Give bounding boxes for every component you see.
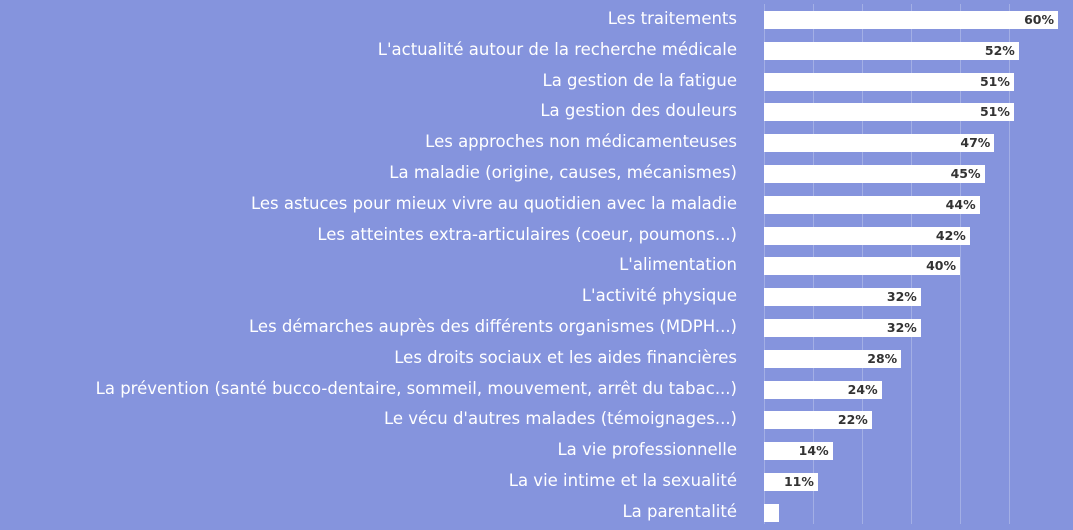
gridline <box>960 4 961 524</box>
value-label: 28% <box>867 350 898 366</box>
bar-row: La vie intime et la sexualité 11% <box>0 471 1073 491</box>
bar: 32% <box>764 319 921 337</box>
value-label: 40% <box>926 258 956 274</box>
bar-row: La parentalité <box>0 501 1073 522</box>
bar: 32% <box>764 288 921 307</box>
bar-row: Les astuces pour mieux vivre au quotidie… <box>0 193 1073 214</box>
value-label: 51% <box>979 73 1010 89</box>
category-label: Les approches non médicamenteuses <box>425 132 737 152</box>
bar-row: Les démarches auprès des différents orga… <box>0 317 1073 337</box>
category-label: L'alimentation <box>619 255 737 275</box>
category-label: L'activité physique <box>581 286 737 306</box>
value-label: 32% <box>886 320 917 335</box>
value-label: 51% <box>979 104 1010 120</box>
bar-row: Les approches non médicamenteuses 47% <box>0 132 1073 153</box>
bar: 51% <box>764 103 1014 122</box>
bar: 45% <box>764 165 985 183</box>
category-label: Les démarches auprès des différents orga… <box>249 317 737 336</box>
category-label: L'actualité autour de la recherche médic… <box>377 39 737 59</box>
bar-row: La gestion de la fatigue 51% <box>0 70 1073 91</box>
bar-row: L'actualité autour de la recherche médic… <box>0 39 1073 60</box>
bar-row: La prévention (santé bucco-dentaire, som… <box>0 378 1073 399</box>
value-label: 44% <box>945 196 976 212</box>
bar: 11% <box>764 473 818 491</box>
bar: 28% <box>764 349 902 368</box>
bar-row: Les atteintes extra-articulaires (coeur,… <box>0 224 1073 245</box>
category-label: La gestion de la fatigue <box>542 70 738 90</box>
bar: 24% <box>764 380 882 399</box>
bar: 22% <box>764 411 872 430</box>
value-label: 45% <box>950 166 981 181</box>
value-label: 42% <box>935 227 966 243</box>
category-label: Les traitements <box>607 9 737 28</box>
value-label: 11% <box>783 474 814 489</box>
category-label: La vie professionnelle <box>557 440 737 460</box>
gridline <box>1009 4 1010 524</box>
bar: 60% <box>764 11 1058 29</box>
value-label: 24% <box>847 381 878 397</box>
bar: 51% <box>764 72 1014 91</box>
value-label: 22% <box>837 412 868 428</box>
bar-row: La gestion des douleurs 51% <box>0 101 1073 122</box>
category-label: Les atteintes extra-articulaires (coeur,… <box>317 224 737 244</box>
bar-row: La vie professionnelle 14% <box>0 440 1073 461</box>
category-label: La vie intime et la sexualité <box>508 471 737 490</box>
category-label: Le vécu d'autres malades (témoignages...… <box>383 409 737 429</box>
value-label: 52% <box>984 42 1015 58</box>
bar: 14% <box>764 442 833 461</box>
bar: 42% <box>764 226 970 245</box>
category-label: La maladie (origine, causes, mécanismes) <box>389 163 737 182</box>
bar: 52% <box>764 41 1019 60</box>
value-label: 14% <box>798 443 829 459</box>
bar-row: Le vécu d'autres malades (témoignages...… <box>0 409 1073 430</box>
bar: 40% <box>764 257 960 276</box>
bar-row: L'alimentation 40% <box>0 255 1073 276</box>
bar <box>764 503 779 522</box>
bar: 44% <box>764 195 980 214</box>
bar-row: L'activité physique 32% <box>0 286 1073 307</box>
bar: 47% <box>764 134 995 153</box>
category-label: La prévention (santé bucco-dentaire, som… <box>95 378 737 398</box>
bar-row: La maladie (origine, causes, mécanismes)… <box>0 163 1073 183</box>
bar-row: Les droits sociaux et les aides financiè… <box>0 347 1073 368</box>
value-label: 32% <box>886 289 917 305</box>
bar-row: Les traitements 60% <box>0 9 1073 29</box>
category-label: Les droits sociaux et les aides financiè… <box>394 347 737 367</box>
value-label: 47% <box>960 135 991 151</box>
category-label: Les astuces pour mieux vivre au quotidie… <box>250 193 737 213</box>
category-label: La gestion des douleurs <box>540 101 737 121</box>
category-label: La parentalité <box>622 501 737 521</box>
value-label: 60% <box>1024 12 1054 27</box>
